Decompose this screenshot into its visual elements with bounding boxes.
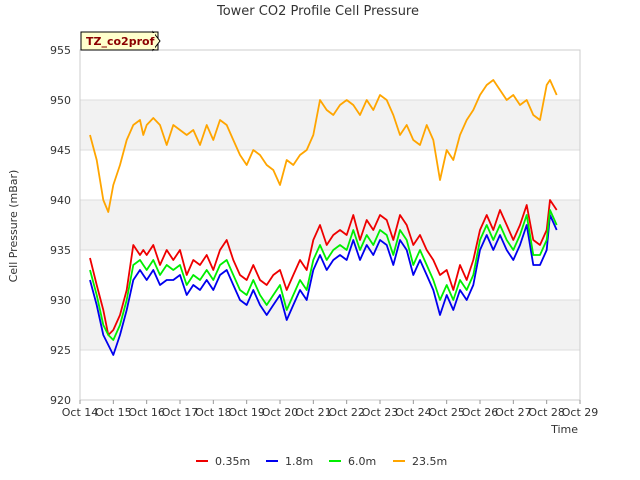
- annotation-box: TZ_co2prof: [80, 30, 161, 52]
- y-tick-label: 935: [50, 244, 71, 257]
- x-tick-label: Oct 17: [162, 406, 199, 419]
- y-tick-label: 940: [50, 194, 71, 207]
- series-line-6.0m: [89, 209, 558, 341]
- y-tick-label: 920: [50, 394, 71, 407]
- grid-band: [80, 200, 580, 250]
- y-tick-label: 945: [50, 144, 71, 157]
- x-tick-label: Oct 19: [228, 406, 265, 419]
- x-tick-label: Oct 20: [262, 406, 299, 419]
- legend-label: 6.0m: [348, 455, 376, 468]
- y-tick-label: 930: [50, 294, 71, 307]
- series-line-1.8m: [89, 214, 558, 356]
- grid-band: [80, 100, 580, 150]
- x-tick-label: Oct 23: [362, 406, 399, 419]
- legend-label: 1.8m: [285, 455, 313, 468]
- plot-background-bands: [80, 100, 580, 350]
- x-tick-label: Oct 14: [62, 406, 99, 419]
- gridlines: [80, 49, 580, 401]
- x-tick-label: Oct 28: [528, 406, 565, 419]
- y-tick-label: 955: [50, 44, 71, 57]
- series-line-0.35m: [89, 199, 558, 336]
- x-tick-label: Oct 26: [462, 406, 499, 419]
- plot-frame: [79, 49, 581, 401]
- x-tick-label: Oct 21: [295, 406, 332, 419]
- legend: 0.35m 1.8m 6.0m 23.5m: [196, 455, 447, 468]
- series-lines: [89, 79, 558, 356]
- grid-band: [80, 300, 580, 350]
- x-tick-label: Oct 18: [195, 406, 232, 419]
- legend-label: 0.35m: [215, 455, 250, 468]
- x-tick-label: Oct 24: [395, 406, 432, 419]
- x-axis-label: Time: [550, 423, 578, 436]
- annotation-label: TZ_co2prof: [86, 35, 155, 48]
- x-tick-label: Oct 15: [95, 406, 132, 419]
- legend-label: 23.5m: [412, 455, 447, 468]
- y-tick-label: 925: [50, 344, 71, 357]
- x-tick-label: Oct 27: [495, 406, 532, 419]
- x-tick-label: Oct 22: [328, 406, 365, 419]
- x-tick-label: Oct 29: [562, 406, 599, 419]
- y-axis-label: Cell Pressure (mBar): [7, 170, 20, 283]
- series-line-23.5m: [89, 79, 558, 213]
- y-tick-label: 950: [50, 94, 71, 107]
- x-tick-label: Oct 16: [128, 406, 165, 419]
- x-tick-label: Oct 25: [428, 406, 465, 419]
- y-axis-ticks: 920 925 930 935 940 945 950 955: [50, 44, 71, 407]
- chart-title: Tower CO2 Profile Cell Pressure: [216, 4, 419, 19]
